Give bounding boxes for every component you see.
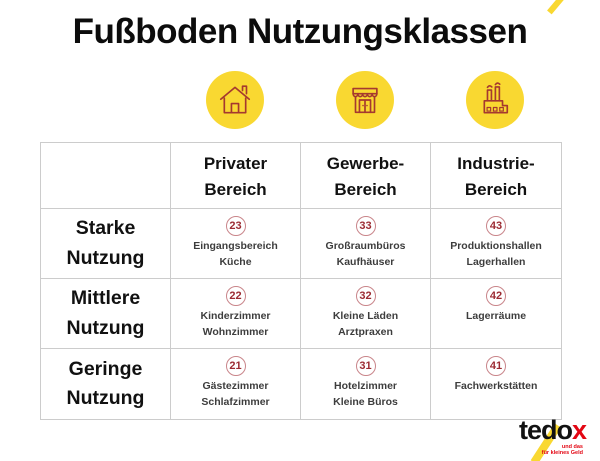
table-cell-class-23: 23 Eingangsbereich Küche [171,209,301,279]
house-icon [219,85,251,114]
class-number-badge: 43 [486,216,506,236]
table-cell-class-21: 21 Gästezimmer Schlafzimmer [171,349,301,419]
class-number-badge: 33 [355,216,376,236]
tedox-logo: tedox und das für kleines Geld [518,414,587,461]
column-header-gewerbe: Gewerbe- Bereich [301,143,431,209]
class-number-badge: 21 [225,356,246,376]
table-cell-class-41: 41 Fachwerkstätten [431,349,561,419]
row-label-starke-nutzung: Starke Nutzung [41,209,171,279]
class-number-badge: 42 [486,286,506,306]
column-header-line: Bereich [464,180,528,200]
wordmark-x: x [571,414,587,445]
table-cell-class-33: 33 Großraumbüros Kaufhäuser [301,209,431,279]
table-cell-class-42: 42 Lagerräume [431,279,561,349]
class-number-badge: 41 [486,356,506,376]
table-corner-cell [41,143,171,209]
row-label-geringe-nutzung: Geringe Nutzung [41,349,171,419]
column-header-line: Industrie- [457,154,535,173]
factory-icon [483,82,509,114]
class-number-badge: 23 [225,216,246,236]
page-title: Fußboden Nutzungsklassen [72,12,528,51]
table-cell-class-32: 32 Kleine Läden Arztpraxen [301,279,431,349]
usage-class-table: Privater Bereich Gewerbe- Bereich Indust… [40,142,562,420]
class-number-badge: 31 [355,356,376,376]
column-header-industrie: Industrie- Bereich [431,143,561,209]
private-area-icon-circle [206,71,264,129]
table-cell-class-43: 43 Produktionshallen Lagerhallen [431,209,561,279]
column-header-private: Privater Bereich [171,143,301,209]
class-number-badge: 22 [225,286,246,306]
tedox-wordmark: tedox [518,414,587,445]
column-header-line: Bereich [334,180,397,200]
column-header-line: Privater [203,154,268,173]
commercial-area-icon-circle [336,71,394,129]
industrial-area-icon-circle [466,71,524,129]
column-header-line: Gewerbe- [326,154,405,173]
row-label-mittlere-nutzung: Mittlere Nutzung [41,279,171,349]
table-cell-class-31: 31 Hotelzimmer Kleine Büros [301,349,431,419]
class-number-badge: 32 [355,286,376,306]
store-icon [352,87,378,114]
table-cell-class-22: 22 Kinderzimmer Wohnzimmer [171,279,301,349]
tedox-tagline: und das für kleines Geld [541,443,583,457]
column-header-line: Bereich [204,180,267,200]
